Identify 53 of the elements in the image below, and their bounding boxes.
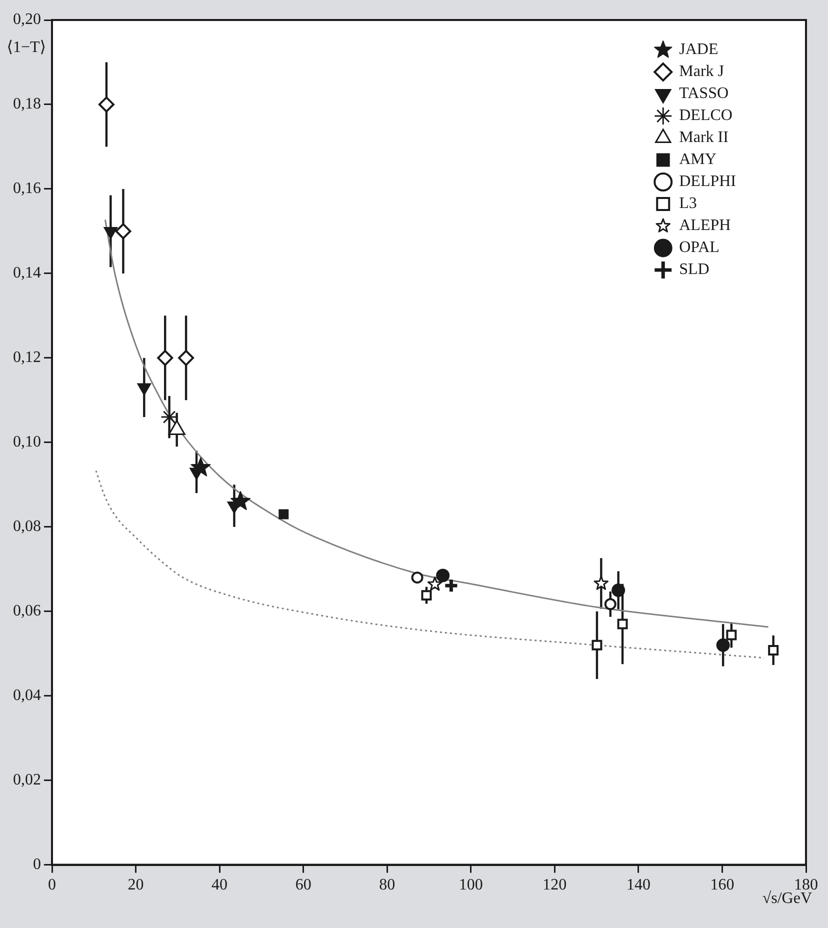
y-tick-label: 0,12 (13, 349, 41, 366)
point (726, 630, 737, 640)
y-axis-title: ⟨1−T⟩ (6, 39, 46, 56)
x-tick-label: 80 (379, 876, 396, 894)
x-tick-label: 160 (710, 876, 734, 894)
point (436, 568, 450, 582)
legend-label: DELPHI (679, 173, 736, 190)
point (716, 638, 730, 652)
line-series (104, 219, 770, 628)
x-tick-label: 0 (48, 876, 56, 894)
x-tick-label: 20 (128, 876, 144, 894)
legend-label: SLD (679, 261, 710, 278)
legend-label: AMY (679, 151, 717, 168)
point (421, 590, 432, 601)
y-tick-label: 0,18 (13, 96, 41, 113)
point (768, 644, 779, 656)
point (617, 618, 628, 630)
point (157, 350, 174, 366)
y-tick-label: 0,06 (13, 602, 41, 620)
legend-label: ALEPH (679, 217, 732, 234)
x-tick-label: 100 (458, 876, 483, 894)
y-tick-label: 0,02 (13, 772, 41, 789)
point (115, 223, 132, 240)
point (594, 576, 609, 590)
x-tick-label: 140 (626, 876, 650, 894)
point (612, 583, 626, 597)
y-tick-label: 0 (33, 856, 41, 874)
x-tick-label: 60 (295, 876, 312, 894)
point (592, 640, 602, 650)
legend-label: JADE (679, 41, 718, 58)
point (604, 598, 616, 610)
y-tick-label: 0,08 (13, 518, 41, 536)
point (178, 350, 194, 366)
legend-label: TASSO (679, 85, 729, 102)
point (411, 572, 424, 584)
point (230, 491, 251, 510)
point (443, 578, 459, 594)
legend-label: Mark J (679, 63, 724, 80)
point (278, 509, 289, 520)
legend-label: Mark II (679, 129, 728, 146)
point (98, 96, 114, 112)
legend-label: DELCO (679, 107, 732, 124)
y-tick-label: 0,14 (13, 264, 41, 282)
y-tick-label: 0,20 (13, 11, 41, 28)
y-tick-label: 0,04 (13, 687, 41, 704)
y-tick-label: 0,16 (13, 180, 41, 198)
x-tick-label: 40 (212, 876, 228, 894)
x-tick-label: 120 (542, 876, 567, 894)
legend-label: OPAL (679, 239, 720, 256)
point (190, 457, 211, 476)
legend-label: L3 (679, 195, 697, 212)
y-tick-label: 0,10 (13, 434, 41, 451)
point (427, 576, 442, 591)
